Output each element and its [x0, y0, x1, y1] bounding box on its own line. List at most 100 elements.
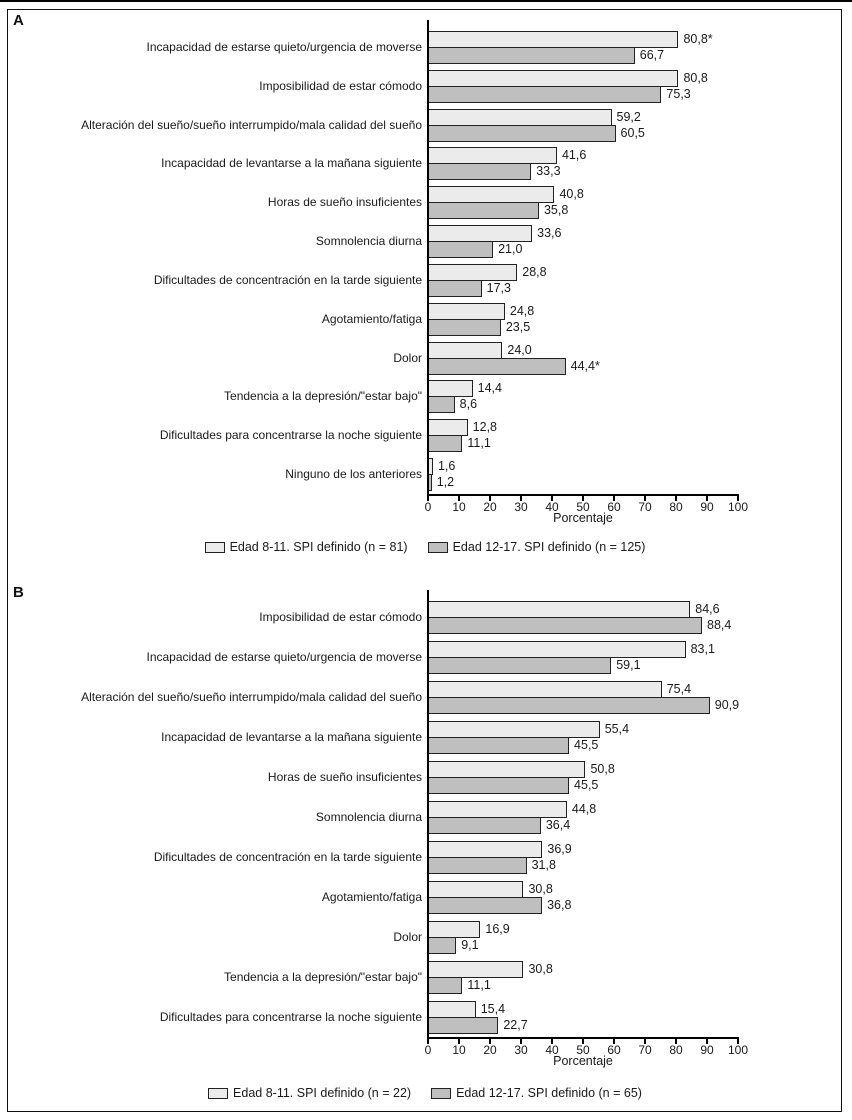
- category-label: Somnolencia diurna: [315, 234, 422, 249]
- category-label: Incapacidad de levantarse a la mañana si…: [161, 729, 422, 744]
- bar-group: 83,1 59,1: [428, 637, 846, 677]
- value-label: 45,5: [574, 737, 599, 752]
- value-label: 15,4: [480, 1001, 506, 1016]
- legend-label: Edad 8-11. SPI definido (n = 81): [229, 540, 408, 554]
- bar-row-light: 30,8: [428, 960, 846, 978]
- value-label: 12,8: [472, 420, 498, 435]
- bar-age-8-11: [428, 419, 468, 437]
- value-label: 11,1: [467, 436, 491, 451]
- bar-age-8-11: [428, 69, 679, 87]
- table-row: Dificultades para concentrarse la noche …: [8, 416, 846, 455]
- bar-row-dark: 9,1: [428, 936, 846, 954]
- bar-age-8-11: [428, 302, 505, 320]
- bar-group: 36,9 31,8: [428, 837, 846, 877]
- legend-item: Edad 8-11. SPI definido (n = 81): [204, 540, 408, 554]
- x-axis-line: [427, 494, 739, 501]
- value-label: 50,8: [590, 761, 615, 776]
- value-label: 40,8: [559, 187, 584, 202]
- value-label: 36,4: [545, 817, 571, 832]
- bar-row-dark: 60,5: [428, 124, 846, 142]
- table-row: Horas de sueño insuficientes 50,8 45,5: [8, 757, 846, 797]
- bar-age-8-11: [428, 341, 503, 359]
- value-label: 24,0: [507, 342, 532, 357]
- table-row: Incapacidad de levantarse a la mañana si…: [8, 144, 846, 183]
- bar-row-dark: 33,3: [428, 163, 846, 181]
- bar-age-8-11: [428, 760, 586, 778]
- bar-row-light: 36,9: [428, 840, 846, 858]
- bar-row-light: 84,6: [428, 600, 846, 618]
- bar-row-dark: 11,1: [428, 435, 846, 453]
- bar-group: 80,8 75,3: [428, 67, 846, 106]
- value-label: 80,8*: [683, 31, 713, 46]
- table-row: Tendencia a la depresión/"estar bajo" 30,…: [8, 957, 846, 997]
- bar-row-light: 80,8*: [428, 30, 846, 48]
- category-label: Tendencia a la depresión/"estar bajo": [224, 969, 422, 984]
- tick-label: 20: [483, 500, 497, 514]
- bar-group: 55,4 45,5: [428, 717, 846, 757]
- bar-age-8-11: [428, 920, 481, 938]
- table-row: Somnolencia diurna 44,8 36,4: [8, 797, 846, 837]
- bar-age-12-17: [428, 736, 570, 754]
- bar-age-8-11: [428, 147, 557, 165]
- tick-label: 90: [700, 1043, 714, 1057]
- value-label: 80,8: [683, 70, 708, 85]
- y-axis-line: [427, 590, 429, 1039]
- bar-group: 12,8 11,1: [428, 416, 846, 455]
- bar-row-light: 15,4: [428, 1000, 846, 1018]
- bar-row-dark: 45,5: [428, 736, 846, 754]
- tick-label: 10: [452, 1043, 466, 1057]
- bar-row-light: 28,8: [428, 263, 846, 281]
- bar-group: 84,6 88,4: [428, 597, 846, 637]
- figure-frame: [7, 9, 842, 1112]
- table-row: Imposibilidad de estar cómodo 80,8 75,3: [8, 67, 846, 106]
- value-label: 59,1: [616, 657, 641, 672]
- bar-age-12-17: [428, 46, 635, 64]
- x-axis-tick: [427, 1038, 429, 1044]
- bar-group: 30,8 36,8: [428, 877, 846, 917]
- bar-row-dark: 66,7: [428, 46, 846, 64]
- table-row: Dificultades de concentración en la tard…: [8, 837, 846, 877]
- tick-label: 20: [483, 1043, 497, 1057]
- value-label: 44,4*: [570, 358, 600, 373]
- bar-row-light: 55,4: [428, 720, 846, 738]
- bar-age-12-17: [428, 896, 543, 914]
- value-label: 60,5: [620, 125, 645, 140]
- category-label: Alteración del sueño/sueño interrumpido/…: [81, 117, 422, 132]
- x-axis-tick: [675, 1038, 677, 1044]
- bar-age-12-17: [428, 656, 612, 674]
- table-row: Somnolencia diurna 33,6 21,0: [8, 222, 846, 261]
- category-label: Horas de sueño insuficientes: [267, 195, 422, 210]
- bar-row-light: 75,4: [428, 680, 846, 698]
- bar-group: 44,8 36,4: [428, 797, 846, 837]
- legend: Edad 8-11. SPI definido (n = 81) Edad 12-…: [7, 540, 843, 554]
- category-label: Imposibilidad de estar cómodo: [259, 78, 422, 93]
- bar-age-12-17: [428, 202, 539, 220]
- legend-item: Edad 12-17. SPI definido (n = 65): [431, 1086, 642, 1100]
- value-label: 35,8: [543, 203, 569, 218]
- table-row: Alteración del sueño/sueño interrumpido/…: [8, 106, 846, 145]
- bar-group: 14,4 8,6: [428, 377, 846, 416]
- value-label: 16,9: [485, 921, 510, 936]
- legend-swatch-dark: [427, 541, 448, 553]
- bar-row-dark: 36,4: [428, 816, 846, 834]
- value-label: 17,3: [486, 280, 511, 295]
- table-row: Tendencia a la depresión/"estar bajo" 14,…: [8, 377, 846, 416]
- bar-row-light: 80,8: [428, 69, 846, 87]
- bar-group: 33,6 21,0: [428, 222, 846, 261]
- value-label: 8,6: [459, 397, 478, 412]
- bar-age-12-17: [428, 856, 527, 874]
- bar-group: 16,9 9,1: [428, 917, 846, 957]
- tick-label: 10: [452, 500, 466, 514]
- bar-rows: Incapacidad de estarse quieto/urgencia d…: [8, 28, 846, 494]
- x-axis-tick: [427, 495, 429, 501]
- bar-group: 40,8 35,8: [428, 183, 846, 222]
- tick-label: 0: [424, 1043, 432, 1057]
- bar-age-8-11: [428, 108, 612, 126]
- bar-age-8-11: [428, 720, 600, 738]
- bar-row-dark: 35,8: [428, 202, 846, 220]
- category-label: Agotamiento/fatiga: [321, 889, 422, 904]
- table-row: Incapacidad de estarse quieto/urgencia d…: [8, 637, 846, 677]
- tick-label: 40: [545, 1043, 559, 1057]
- bar-group: 28,8 17,3: [428, 261, 846, 300]
